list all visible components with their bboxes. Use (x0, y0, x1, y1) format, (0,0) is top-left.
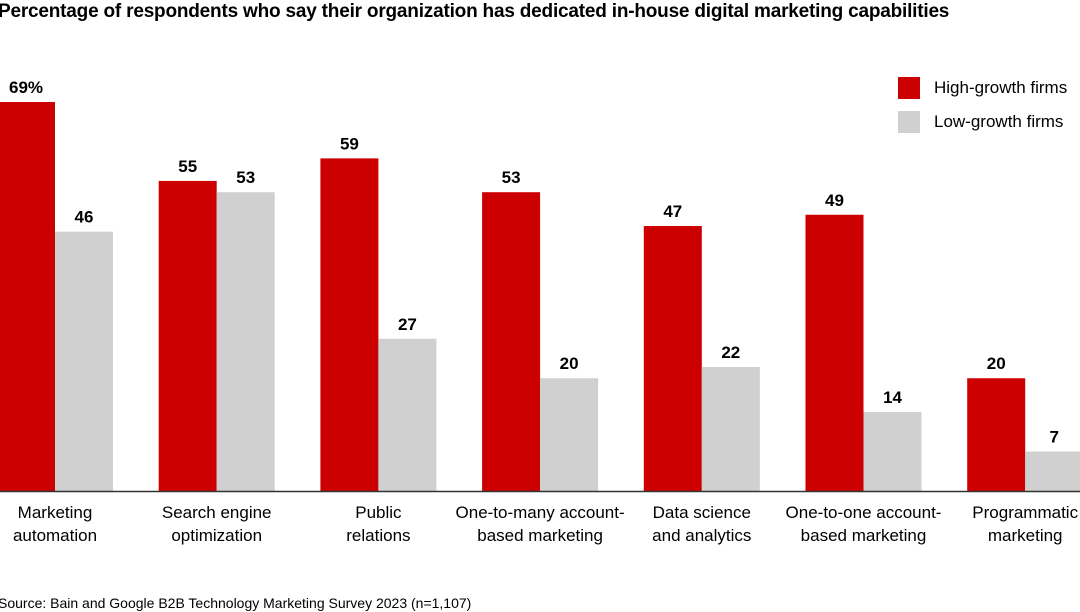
category-label: optimization (171, 526, 262, 545)
data-label: 27 (398, 315, 417, 334)
category-label: One-to-one account- (786, 503, 942, 522)
category-label: relations (346, 526, 410, 545)
category-label: Public (355, 503, 402, 522)
bar-high-growth (0, 102, 55, 491)
data-label: 20 (560, 354, 579, 373)
category-label: automation (13, 526, 97, 545)
data-label: 53 (236, 168, 255, 187)
data-label: 47 (663, 202, 682, 221)
source-note: Source: Bain and Google B2B Technology M… (0, 595, 472, 611)
data-label: 14 (883, 388, 902, 407)
category-label: Programmatic (972, 503, 1078, 522)
bar-low-growth (863, 412, 922, 491)
bar-high-growth (158, 180, 217, 491)
data-label: 7 (1049, 428, 1058, 447)
legend-swatch-high-growth (898, 77, 920, 99)
category-label: Marketing (18, 503, 93, 522)
category-label: Search engine (162, 503, 272, 522)
bar-low-growth (701, 366, 760, 491)
data-label: 59 (340, 134, 359, 153)
bar-high-growth (320, 158, 379, 491)
data-label: 22 (721, 343, 740, 362)
category-label: based marketing (477, 526, 603, 545)
bar-high-growth (967, 378, 1026, 491)
legend-item-high-growth: High-growth firms (898, 77, 1067, 99)
legend-label: High-growth firms (934, 78, 1068, 97)
category-label: based marketing (801, 526, 927, 545)
bar-low-growth (55, 231, 113, 491)
category-label: marketing (988, 526, 1063, 545)
bar-low-growth (1025, 451, 1080, 491)
data-label: 49 (825, 191, 844, 210)
legend-label: Low-growth firms (934, 112, 1064, 131)
bar-low-growth (216, 192, 275, 492)
category-label: and analytics (652, 526, 751, 545)
bar-high-growth (643, 226, 702, 491)
data-label: 20 (987, 354, 1006, 373)
category-label: Data science (653, 503, 751, 522)
bar-high-growth (805, 214, 864, 492)
bar-low-growth (378, 338, 437, 491)
data-label: 46 (75, 208, 94, 227)
data-label: 55 (178, 157, 197, 176)
bar-high-growth (482, 192, 541, 492)
chart-title: Percentage of respondents who say their … (0, 1, 950, 22)
legend-item-low-growth: Low-growth firms (898, 111, 1063, 133)
data-label: 53 (502, 168, 521, 187)
data-label: 69% (9, 78, 43, 97)
legend-swatch-low-growth (898, 111, 920, 133)
category-label: One-to-many account- (456, 503, 625, 522)
bar-low-growth (540, 378, 599, 491)
